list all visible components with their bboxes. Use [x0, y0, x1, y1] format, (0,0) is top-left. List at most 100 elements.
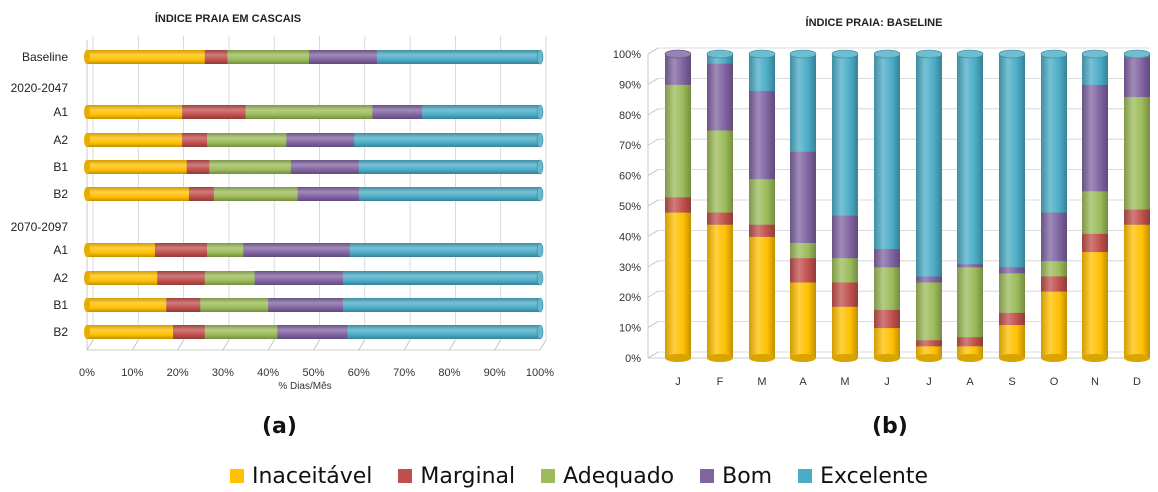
bar-segment-bom	[254, 271, 344, 285]
chart-b-tick-label: 90%	[619, 79, 641, 91]
chart-a-floor-line	[403, 339, 411, 351]
legend-label-inaceitavel: Inaceitável	[251, 463, 373, 489]
legend-swatch-excelente	[798, 469, 813, 483]
chart-b-side-line	[647, 169, 659, 176]
bar-segment-adequado	[916, 282, 942, 341]
chart-a-floor-line	[131, 339, 139, 351]
bar-segment-bom	[372, 105, 423, 119]
legend-item-marginal: Marginal	[398, 464, 515, 489]
chart-a-group-label: 2020-2047	[11, 81, 69, 95]
bar-segment-bom	[286, 133, 355, 147]
bar-segment-marginal	[749, 224, 775, 237]
bar-cap	[536, 324, 544, 340]
bar-segment-adequado	[707, 130, 733, 213]
bar-segment-adequado	[207, 133, 287, 147]
bar-segment-excelente	[342, 271, 541, 285]
chart-b-category-label: M	[840, 376, 849, 388]
bar-segment-adequado	[200, 298, 269, 312]
bar-segment-adequado	[213, 187, 299, 201]
bar-cap	[998, 49, 1026, 59]
chart-b-tick-label: 60%	[619, 171, 641, 183]
bar-cap	[915, 49, 943, 59]
bar-segment-inaceitavel	[87, 243, 156, 257]
chart-b-side-line	[647, 321, 659, 328]
bar-segment-marginal	[166, 298, 201, 312]
bar-segment-bom	[1124, 57, 1150, 98]
bar-cap	[1123, 49, 1151, 59]
bar-segment-excelente	[354, 133, 541, 147]
chart-b-side-line	[647, 47, 659, 55]
bar-segment-marginal	[204, 50, 228, 64]
bar-segment-excelente	[358, 160, 541, 174]
bar-segment-inaceitavel	[832, 306, 858, 359]
bar-cap	[536, 159, 544, 175]
legend-item-adequado: Adequado	[541, 464, 674, 489]
bar-segment-excelente	[832, 54, 858, 216]
bar-cap	[536, 132, 544, 148]
chart-a-tick-label: 10%	[121, 367, 143, 379]
chart-a-floor-line	[177, 339, 184, 351]
bar-segment-bom	[707, 63, 733, 131]
chart-a-category-label: A2	[53, 271, 68, 285]
chart-b-category-label: J	[675, 376, 681, 388]
chart-b-category-label: M	[757, 376, 766, 388]
chart-b-category-label: A	[966, 376, 974, 388]
legend-item-bom: Bom	[700, 464, 772, 489]
bar-segment-bom	[874, 248, 900, 268]
bar-segment-inaceitavel	[1041, 291, 1067, 359]
bar-cap	[916, 354, 942, 362]
bar-segment-excelente	[790, 54, 816, 152]
bar-segment-excelente	[707, 54, 733, 64]
bar-cap	[873, 49, 901, 59]
chart-b-category-label: N	[1091, 376, 1099, 388]
chart-a-floor-line	[449, 339, 456, 351]
chart-a-floor-line	[358, 339, 366, 351]
chart-b-category-label: S	[1008, 376, 1015, 388]
chart-b-side-line	[647, 78, 659, 85]
chart-a-floor-line	[494, 339, 502, 351]
bar-segment-marginal	[182, 105, 247, 119]
chart-b-category-label: O	[1050, 376, 1059, 388]
bar-segment-marginal	[182, 133, 208, 147]
bar-segment-marginal	[707, 212, 733, 225]
bar-segment-marginal	[154, 243, 208, 257]
legend: Inaceitável Marginal Adequado Bom Excele…	[0, 460, 1158, 492]
bar-cap	[957, 354, 983, 362]
bar-segment-adequado	[832, 257, 858, 283]
bar-cap	[84, 105, 90, 119]
chart-b-side-line	[647, 199, 659, 207]
chart-a-category-label: B1	[53, 160, 68, 174]
chart-a-title: ÍNDICE PRAIA EM CASCAIS	[155, 12, 301, 25]
bar-segment-bom	[308, 50, 378, 64]
bar-segment-excelente	[957, 54, 983, 265]
bar-cap	[84, 325, 90, 339]
bar-segment-inaceitavel	[1082, 251, 1108, 359]
bar-segment-bom	[243, 243, 351, 257]
bar-cap	[707, 354, 733, 362]
chart-a-category-label: Baseline	[22, 50, 68, 64]
bar-segment-inaceitavel	[999, 324, 1025, 359]
chart-b-tick-label: 20%	[619, 292, 641, 304]
bar-segment-marginal	[999, 312, 1025, 326]
bar-cap	[749, 354, 775, 362]
bar-cap	[1041, 354, 1067, 362]
chart-b-side-line	[647, 260, 659, 268]
chart-a-category-label: B2	[53, 325, 68, 339]
bar-cap	[84, 271, 90, 285]
bar-segment-adequado	[1041, 260, 1067, 277]
chart-b-category-label: D	[1133, 376, 1141, 388]
bar-segment-excelente	[874, 54, 900, 250]
bar-segment-excelente	[999, 54, 1025, 268]
bar-segment-excelente	[358, 187, 541, 201]
bar-segment-inaceitavel	[87, 187, 190, 201]
bar-segment-inaceitavel	[790, 282, 816, 359]
bar-segment-bom	[832, 215, 858, 259]
bar-segment-adequado	[957, 266, 983, 338]
bar-segment-marginal	[157, 271, 206, 285]
bar-segment-excelente	[422, 105, 541, 119]
chart-b-tick-label: 50%	[619, 201, 641, 213]
bar-cap	[665, 354, 691, 362]
bar-segment-excelente	[342, 298, 541, 312]
bar-segment-adequado	[790, 242, 816, 259]
bar-cap	[1081, 49, 1109, 59]
